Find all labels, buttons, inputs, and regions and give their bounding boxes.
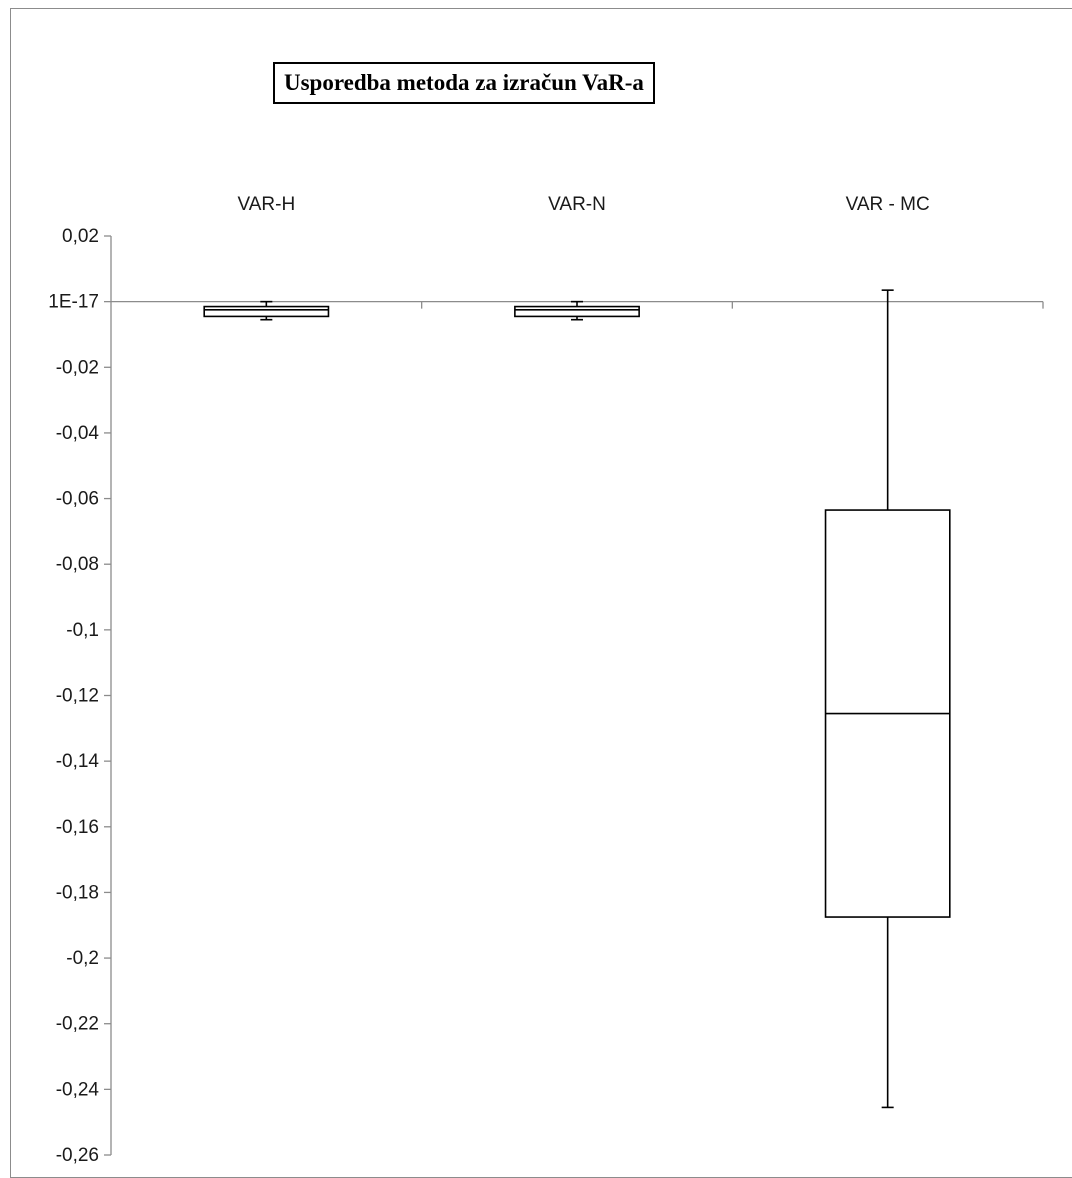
category-label: VAR-N	[548, 194, 606, 215]
y-tick-label: -0,22	[56, 1014, 99, 1035]
y-tick-label: -0,06	[56, 489, 99, 510]
y-tick-label: -0,18	[56, 882, 99, 903]
category-label: VAR - MC	[846, 194, 930, 215]
y-tick-label: -0,1	[66, 620, 99, 641]
y-tick-label: -0,04	[56, 423, 100, 444]
y-tick-label: -0,26	[56, 1145, 99, 1166]
y-tick-label: -0,08	[56, 554, 99, 575]
category-label: VAR-H	[237, 194, 295, 215]
y-tick-label: -0,24	[56, 1079, 100, 1100]
y-tick-label: 1E-17	[48, 292, 99, 313]
y-tick-label: -0,2	[66, 948, 99, 969]
chart-title-text: Usporedba metoda za izračun VaR-a	[284, 70, 644, 95]
chart-title: Usporedba metoda za izračun VaR-a	[273, 62, 655, 104]
y-tick-label: 0,02	[62, 226, 99, 247]
y-tick-label: -0,14	[56, 751, 100, 772]
box-iqr	[514, 305, 640, 318]
y-tick-label: -0,16	[56, 817, 99, 838]
y-tick-label: -0,12	[56, 686, 99, 707]
y-tick-label: -0,02	[56, 357, 99, 378]
box-iqr	[203, 305, 330, 318]
